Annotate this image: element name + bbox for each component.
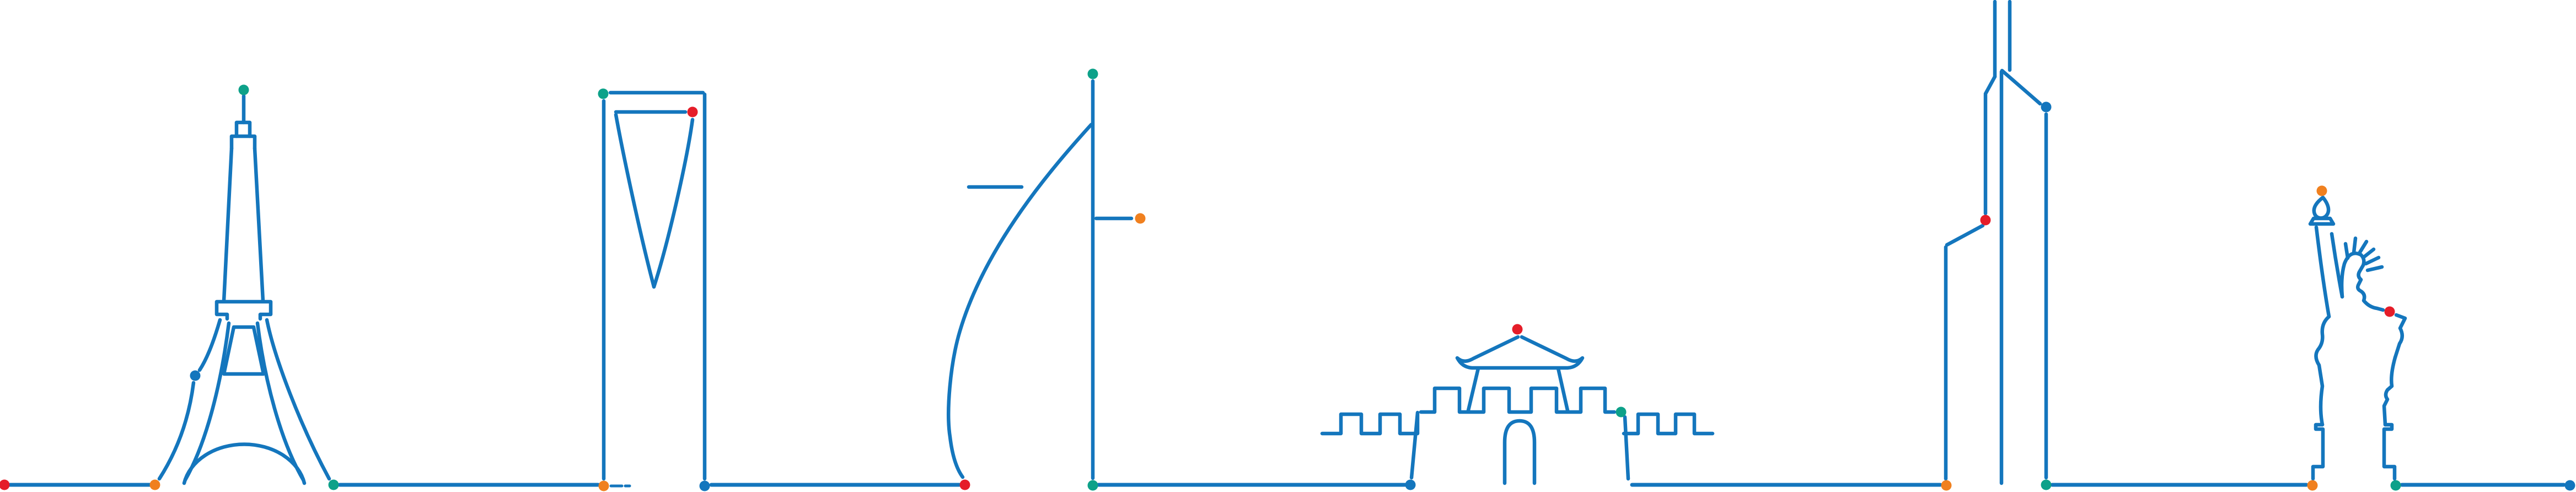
- waypoint-dot-eiffel-leg-joint: [190, 370, 201, 381]
- eiffel-tower-icon: Eiffel Tower: [157, 94, 331, 485]
- waypoint-dots: [0, 68, 2575, 491]
- waypoint-dot-liberty-left-base: [2307, 480, 2318, 491]
- waypoint-dot-eiffel-spire-top: [238, 84, 249, 95]
- ground-line: [8, 483, 2566, 488]
- waypoint-dot-eiffel-left-foot: [149, 479, 160, 490]
- waypoint-dot-burj-mast-base: [1087, 480, 1098, 491]
- waypoint-dot-liberty-tablet: [2384, 306, 2395, 317]
- waypoint-dot-willis-left-base: [1941, 480, 1952, 491]
- waypoint-dot-willis-right-base: [2041, 479, 2052, 490]
- waypoint-dot-gate-left-base: [1405, 479, 1416, 490]
- waypoint-dot-kingdom-centre-right-base: [699, 480, 710, 491]
- waypoint-dot-liberty-torch: [2316, 185, 2327, 196]
- waypoint-dot-willis-setback: [1980, 215, 1991, 226]
- waypoint-dot-eiffel-right-foot: [328, 479, 339, 490]
- burj-al-arab-icon: Burj Al Arab: [947, 79, 1134, 480]
- waypoint-dot-liberty-right-base: [2390, 480, 2401, 491]
- waypoint-dot-burj-mast-top: [1087, 68, 1098, 79]
- willis-tower-icon: Willis Tower: [1944, 0, 2048, 485]
- waypoint-dot-kingdom-centre-left-base: [598, 480, 609, 491]
- statue-of-liberty-icon: Statue of Liberty: [2308, 195, 2407, 481]
- kingdom-centre-icon: Kingdom Centre: [602, 90, 707, 481]
- waypoint-dot-willis-shoulder: [2041, 101, 2052, 113]
- waypoint-dot-kingdom-centre-roof-left: [598, 88, 609, 99]
- great-wall-gate-icon: Great Wall Gate: [1320, 335, 1715, 485]
- waypoint-dot-burj-hull-base: [959, 479, 970, 490]
- waypoint-dot-burj-balcony: [1135, 213, 1146, 224]
- waypoint-dot-ground-start: [0, 479, 10, 490]
- waypoint-dot-kingdom-centre-arch-top: [687, 106, 698, 117]
- waypoint-dot-gate-roof-top: [1512, 324, 1523, 335]
- waypoint-dot-ground-end: [2564, 480, 2575, 491]
- waypoint-dot-gate-wall-right: [1616, 407, 1627, 418]
